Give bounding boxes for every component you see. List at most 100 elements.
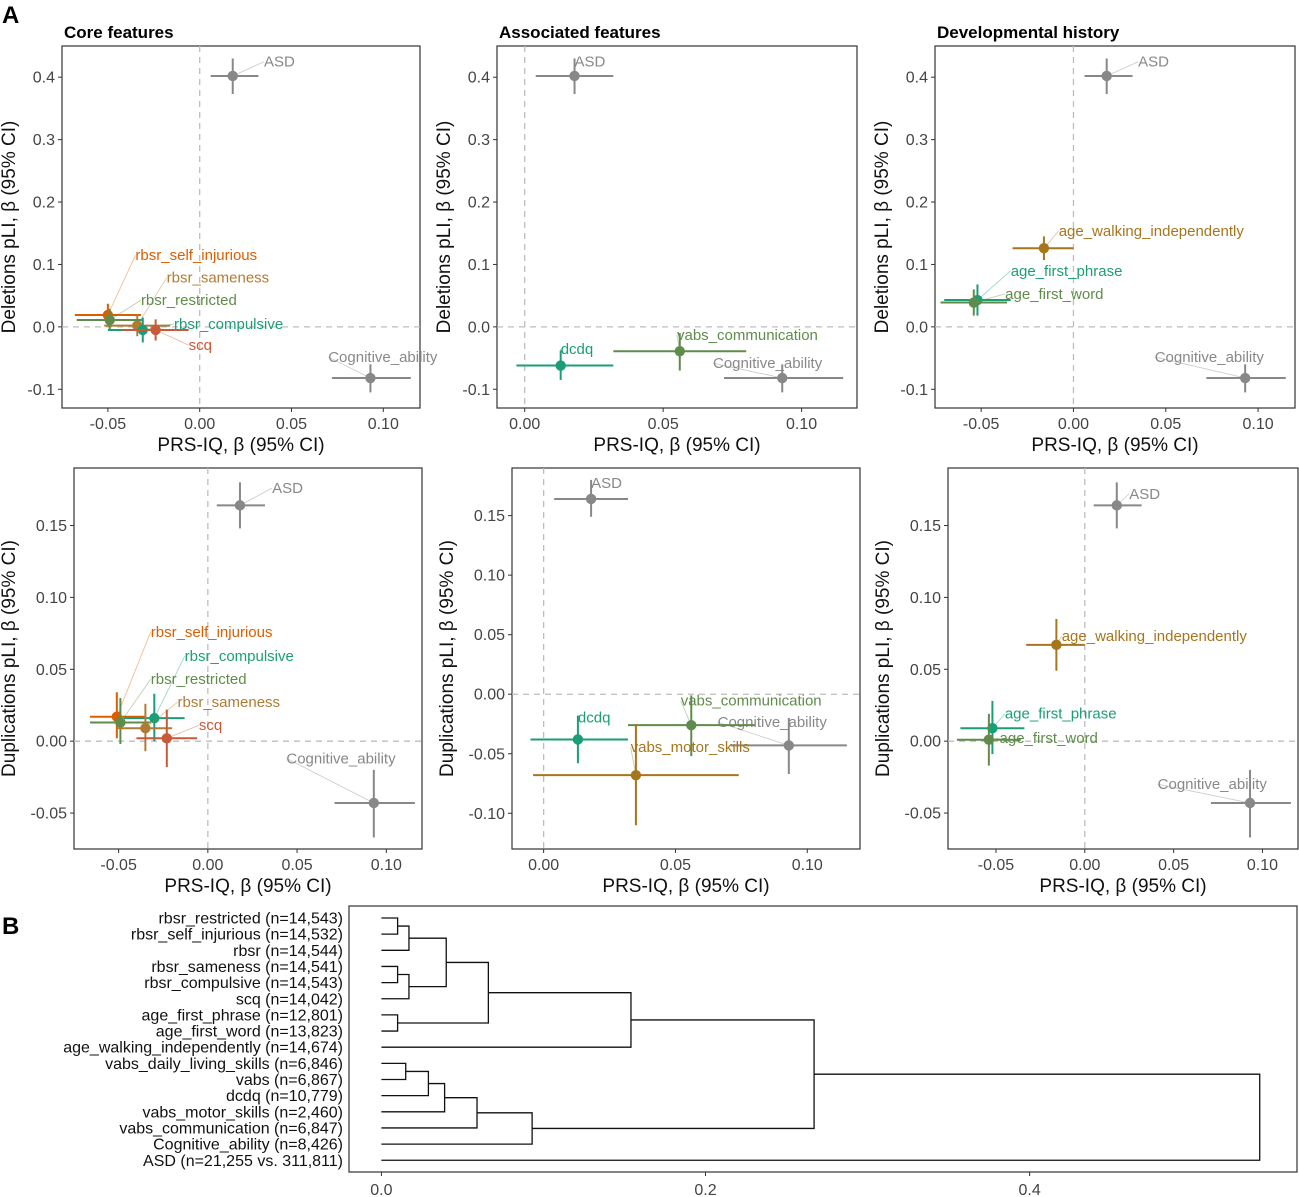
y-tick-label: -0.1	[27, 382, 55, 399]
x-axis-title: PRS-IQ, β (95% CI)	[157, 435, 324, 456]
y-tick-label: 0.4	[468, 70, 490, 87]
dendrogram-leaf-label: age_walking_independently (n=14,674)	[63, 1040, 343, 1057]
age-first-phrase-leader-line	[977, 270, 1011, 301]
asd-label: ASD	[1138, 54, 1169, 71]
dendrogram-leaf-label: vabs_communication (n=6,847)	[119, 1120, 343, 1137]
y-axis-title: Duplications pLI, β (95% CI)	[437, 540, 458, 777]
dendrogram-leaf-label: vabs (n=6,867)	[236, 1072, 343, 1089]
x-tick-label: 0.10	[1247, 857, 1278, 874]
y-tick-label: -0.1	[900, 382, 928, 399]
rbsr-self-injurious-leader-line	[116, 631, 152, 717]
panel-border	[61, 45, 421, 409]
asd-leader-line	[1106, 61, 1139, 77]
asd-point	[1101, 70, 1112, 82]
x-tick-label: 0.00	[1069, 857, 1100, 874]
x-tick-label: 0.00	[509, 416, 540, 433]
age-walking-independently-point	[1038, 243, 1050, 254]
vabs-motor-skills-label: vabs_motor_skills	[631, 739, 750, 756]
cognitive-ability-label: Cognitive_ability	[713, 355, 823, 372]
y-tick-label: 0.00	[36, 734, 67, 751]
age-first-word-point	[968, 297, 979, 308]
x-tick-label: 0.05	[1158, 857, 1189, 874]
dendrogram-branch	[381, 973, 410, 1000]
dendrogram-branch	[408, 937, 447, 988]
dendrogram-x-tick-label: 0.4	[1018, 1182, 1040, 1197]
cognitive-ability-point	[777, 372, 788, 384]
dcdq-label: dcdq	[578, 709, 611, 726]
dendrogram-branch	[381, 1062, 407, 1081]
y-tick-label: 0.3	[906, 132, 928, 149]
rbsr-compulsive-label: rbsr_compulsive	[185, 648, 294, 665]
y-tick-label: 0.4	[906, 70, 928, 87]
y-tick-label: -0.10	[469, 806, 506, 823]
scq-point	[161, 733, 172, 744]
x-axis-title: PRS-IQ, β (95% CI)	[602, 876, 769, 897]
age-first-word-label: age_first_word	[1005, 286, 1103, 303]
x-tick-label: 0.05	[282, 857, 313, 874]
dendrogram-leaf-label: rbsr_restricted (n=14,543)	[158, 911, 343, 928]
dendrogram-branch	[381, 1097, 478, 1129]
cognitive-ability-label: Cognitive_ability	[1158, 776, 1268, 793]
rbsr-sameness-label: rbsr_sameness	[178, 694, 281, 711]
vabs-communication-label: vabs_communication	[677, 327, 818, 344]
rbsr-sameness-leader-line	[145, 701, 178, 729]
asd-point	[1111, 500, 1122, 511]
dendrogram-branch	[381, 1070, 430, 1097]
y-tick-label: 0.2	[33, 195, 55, 212]
panel-a-letter: A	[2, 2, 19, 29]
x-axis-title: PRS-IQ, β (95% CI)	[593, 435, 760, 456]
y-axis-title: Deletions pLI, β (95% CI)	[872, 121, 893, 334]
x-tick-label: 0.10	[368, 416, 399, 433]
rbsr-restricted-label: rbsr_restricted	[151, 671, 247, 688]
scq-point	[150, 324, 161, 336]
x-tick-label: 0.00	[192, 857, 223, 874]
y-tick-label: 0.00	[910, 734, 941, 751]
dendrogram-branch	[397, 961, 490, 1024]
age-walking-independently-point	[1051, 639, 1062, 651]
asd-point	[569, 70, 580, 82]
scq-label: scq	[189, 337, 212, 354]
dendrogram-branch	[381, 1082, 446, 1113]
y-axis-title: Duplications pLI, β (95% CI)	[873, 540, 894, 777]
age-walking-independently-label: age_walking_independently	[1059, 223, 1245, 240]
y-tick-label: 0.0	[33, 319, 55, 336]
deletions-developmental-history-plot: Developmental history -0.05 0.00 0.05 0.10 -0…	[872, 23, 1296, 456]
cognitive-ability-leader-line	[286, 757, 374, 804]
rbsr-self-injurious-leader-line	[107, 255, 136, 316]
dendrogram-leaf-label: rbsr (n=14,544)	[233, 943, 343, 960]
cognitive-ability-label: Cognitive_ability	[328, 349, 438, 366]
rbsr-restricted-leader-line	[120, 678, 152, 723]
dendrogram-branch	[381, 1073, 1261, 1161]
y-tick-label: 0.1	[906, 257, 928, 274]
y-tick-label: 0.05	[36, 662, 67, 679]
dendrogram-plot: rbsr_restricted (n=14,543)rbsr_self_inju…	[63, 905, 1298, 1197]
dendrogram-leaf-label: ASD (n=21,255 vs. 311,811)	[143, 1153, 343, 1170]
deletions-core-features-plot: Core features -0.05 0.00 0.05 0.10 -0.1 0.0 0.1…	[0, 23, 438, 456]
y-tick-label: 0.1	[33, 257, 55, 274]
y-tick-label: 0.2	[906, 195, 928, 212]
rbsr-sameness-label: rbsr_sameness	[167, 270, 270, 287]
y-tick-label: 0.05	[910, 662, 941, 679]
panel-border	[934, 45, 1296, 409]
y-tick-label: 0.15	[910, 518, 941, 535]
y-tick-label: 0.3	[468, 132, 490, 149]
vabs-communication-point	[686, 719, 697, 731]
asd-label: ASD	[1129, 486, 1160, 503]
vabs-communication-point	[674, 346, 685, 357]
age-first-word-label: age_first_word	[1000, 730, 1098, 747]
y-tick-label: 0.10	[36, 590, 67, 607]
scq-leader-line	[166, 724, 200, 739]
x-tick-label: 0.10	[786, 416, 817, 433]
age-first-phrase-label: age_first_phrase	[1005, 706, 1117, 723]
facet-title: Developmental history	[937, 23, 1120, 42]
duplications-associated-features-plot: 0.00 0.05 0.10 -0.10 -0.05 0.00 0.05 0.10 0.15 PR…	[437, 467, 861, 897]
x-tick-label: 0.10	[792, 857, 823, 874]
x-tick-label: 0.00	[528, 857, 559, 874]
dendrogram-leaf-label: Cognitive_ability (n=8,426)	[153, 1137, 343, 1154]
dendrogram-leaf-label: age_first_phrase (n=12,801)	[142, 1007, 343, 1024]
y-tick-label: 0.05	[474, 627, 505, 644]
asd-leader-line	[239, 487, 273, 506]
y-tick-label: 0.1	[468, 257, 490, 274]
rbsr-restricted-leader-line	[109, 299, 142, 321]
x-tick-label: -0.05	[100, 857, 137, 874]
